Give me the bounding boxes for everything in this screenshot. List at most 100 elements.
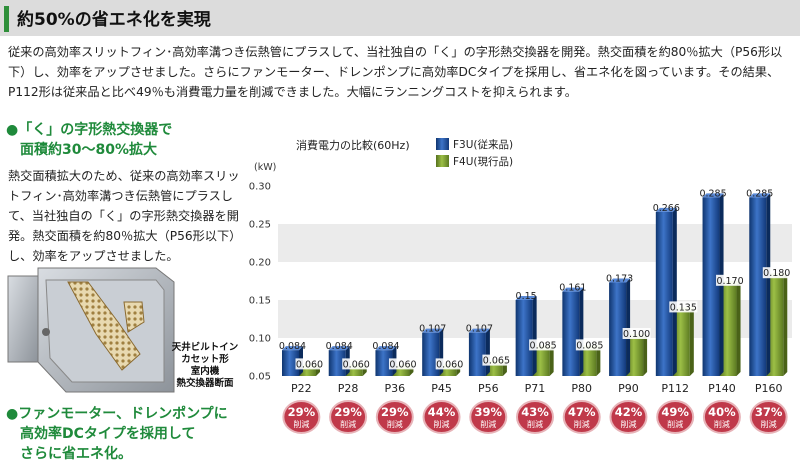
bar-f4u	[719, 284, 737, 376]
bar-side	[579, 287, 584, 376]
reduction-suffix: 削減	[480, 419, 496, 429]
bar-top	[468, 328, 490, 333]
legend-swatch-f3u	[436, 138, 449, 150]
value-label-bg	[482, 354, 511, 366]
bar-top	[375, 346, 397, 351]
y-axis-unit: (kW)	[254, 162, 276, 173]
bar-side	[626, 278, 631, 376]
bar-f4u	[299, 368, 316, 376]
page-title: 約50%の省エネ化を実現	[17, 10, 211, 30]
section2-heading: ●ファンモーター、ドレンポンプに 高効率DCタイプを採用して さらに省エネ化。	[6, 404, 228, 464]
x-tick-label: P160	[755, 382, 783, 395]
reduction-percent: 29%	[288, 405, 316, 419]
reduction-suffix: 削減	[293, 419, 309, 429]
reduction-badge	[375, 400, 414, 434]
legend-swatch-f4u	[436, 155, 449, 167]
value-label-f3u: 0.084	[326, 341, 353, 352]
value-label-bg	[529, 339, 558, 351]
bar-side	[736, 280, 741, 376]
x-tick-label: P28	[338, 382, 359, 395]
power-consumption-chart: (kW)0.050.100.150.200.250.30 0.0840.0600…	[249, 138, 792, 434]
x-tick-label: P22	[291, 382, 312, 395]
value-label-f4u: 0.085	[576, 340, 603, 351]
value-label-f4u: 0.060	[343, 359, 370, 370]
bar-f3u	[515, 300, 533, 376]
reduction-percent: 40%	[708, 405, 736, 419]
reduction-badge	[656, 400, 695, 434]
bar-top	[702, 193, 724, 198]
x-tick-label: P36	[384, 382, 405, 395]
reduction-percent: 43%	[521, 405, 549, 419]
bar-side	[532, 296, 537, 376]
section1-heading-line2: 面積約30〜80%拡大	[20, 142, 157, 158]
bar-side	[485, 328, 490, 376]
value-label-f3u: 0.15	[516, 291, 537, 302]
section1-heading-line1: ●「く」の字形熱交換器で	[6, 122, 173, 138]
bar-f3u	[562, 291, 580, 376]
title-bar: 約50%の省エネ化を実現	[0, 0, 800, 36]
reduction-percent: 42%	[615, 405, 643, 419]
reduction-suffix: 削減	[387, 419, 403, 429]
reduction-suffix: 削減	[527, 419, 543, 429]
reduction-percent: 47%	[568, 405, 596, 419]
bar-side	[766, 193, 771, 376]
value-label-bg	[716, 274, 745, 286]
bar-f4u	[626, 338, 644, 376]
section1-heading: ●「く」の字形熱交換器で 面積約30〜80%拡大	[6, 120, 172, 160]
bar-f4u	[485, 364, 503, 376]
bar-f3u	[328, 350, 346, 376]
bar-side	[689, 307, 694, 376]
y-tick-label: 0.20	[249, 258, 271, 269]
y-tick-label: 0.30	[249, 182, 271, 193]
x-tick-label: P71	[525, 382, 546, 395]
value-label-f3u: 0.285	[746, 188, 773, 199]
x-tick-label: P80	[571, 382, 592, 395]
reduction-badge	[749, 400, 788, 434]
x-tick-label: P90	[618, 382, 639, 395]
section1-body: 熱交面積拡大のため、従来の高効率スリットフィン･高効率溝つき伝熱管にプラスして、…	[8, 169, 240, 263]
x-tick-label: P56	[478, 382, 499, 395]
value-label-bg	[295, 358, 324, 370]
value-label-bg	[575, 339, 604, 351]
bar-f3u	[749, 197, 767, 376]
reduction-percent: 37%	[755, 405, 783, 419]
section2-heading-line1: ●ファンモーター、ドレンポンプに	[6, 406, 228, 422]
bar-f3u	[609, 282, 627, 376]
value-label-f3u: 0.084	[372, 341, 399, 352]
section2-heading-line2: 高効率DCタイプを採用して	[20, 426, 196, 442]
bar-f3u	[375, 350, 393, 376]
value-label-bg	[762, 267, 791, 279]
reduction-suffix: 削減	[620, 419, 636, 429]
value-label-f4u: 0.065	[483, 356, 510, 367]
bar-side	[549, 345, 554, 376]
reduction-percent: 49%	[661, 405, 689, 419]
caption-line: 熱交換器断面	[176, 378, 234, 389]
caption-line: カセット形	[181, 354, 229, 365]
value-label-f3u: 0.173	[606, 274, 633, 285]
value-label-f3u: 0.161	[559, 283, 586, 294]
value-label-f4u: 0.100	[623, 329, 650, 340]
intro-text: 従来の高効率スリットフィン･高効率溝つき伝熱管にプラスして、当社独自の「く」の字…	[8, 45, 783, 99]
value-label-f4u: 0.135	[670, 302, 697, 313]
value-label-f3u: 0.084	[279, 341, 306, 352]
bar-top	[328, 346, 350, 351]
value-label-f4u: 0.060	[436, 359, 463, 370]
heat-exchanger-illustration	[7, 267, 175, 393]
bar-f4u	[766, 277, 784, 376]
value-label-f4u: 0.060	[296, 359, 323, 370]
reduction-suffix: 削減	[714, 419, 730, 429]
reduction-suffix: 削減	[340, 419, 356, 429]
reduction-suffix: 削減	[761, 419, 777, 429]
illustration-caption: 天井ビルトイン カセット形 室内機 熱交換器断面	[150, 342, 260, 390]
value-label-f4u: 0.180	[763, 268, 790, 279]
caption-line: 室内機	[190, 366, 220, 377]
bar-top	[655, 207, 677, 212]
value-label-f4u: 0.170	[716, 276, 743, 287]
bar-f4u	[672, 311, 690, 376]
value-label-f4u: 0.060	[389, 359, 416, 370]
reduction-badge	[562, 400, 601, 434]
reduction-badge	[609, 400, 648, 434]
value-label-f3u: 0.266	[653, 203, 680, 214]
y-tick-label: 0.10	[249, 334, 271, 345]
y-tick-label: 0.15	[249, 296, 271, 307]
